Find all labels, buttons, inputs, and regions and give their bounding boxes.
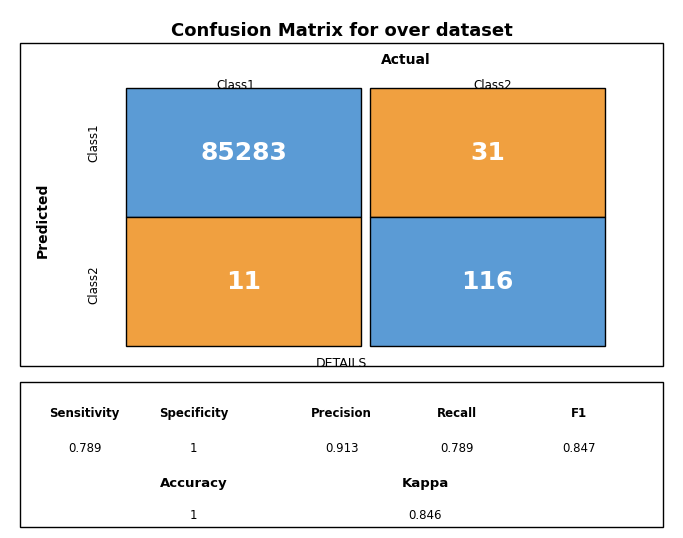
Bar (126, 217, 361, 346)
Text: Actual: Actual (381, 53, 430, 67)
Text: Accuracy: Accuracy (160, 477, 227, 490)
Text: Class2: Class2 (88, 266, 101, 305)
Text: 0.846: 0.846 (408, 509, 442, 522)
Text: 0.913: 0.913 (324, 442, 359, 455)
Text: 1: 1 (190, 442, 197, 455)
Text: Kappa: Kappa (402, 477, 449, 490)
Text: Class2: Class2 (473, 79, 512, 91)
Text: Specificity: Specificity (159, 407, 229, 420)
Text: 85283: 85283 (200, 141, 287, 165)
Text: 116: 116 (462, 270, 514, 294)
Text: Recall: Recall (437, 407, 477, 420)
Bar (370, 88, 604, 217)
Text: Confusion Matrix for over dataset: Confusion Matrix for over dataset (171, 22, 512, 39)
Text: 0.789: 0.789 (68, 442, 102, 455)
Text: 0.847: 0.847 (562, 442, 596, 455)
Text: DETAILS: DETAILS (316, 357, 367, 370)
Bar (370, 217, 604, 346)
Text: Sensitivity: Sensitivity (49, 407, 120, 420)
Text: 31: 31 (470, 141, 505, 165)
Text: Class1: Class1 (88, 124, 101, 162)
Text: 11: 11 (226, 270, 261, 294)
Text: Predicted: Predicted (36, 183, 50, 258)
Text: F1: F1 (571, 407, 587, 420)
Text: 1: 1 (190, 509, 197, 522)
Text: Precision: Precision (311, 407, 372, 420)
Text: 0.789: 0.789 (441, 442, 474, 455)
Text: Class1: Class1 (217, 79, 255, 91)
Bar (126, 88, 361, 217)
